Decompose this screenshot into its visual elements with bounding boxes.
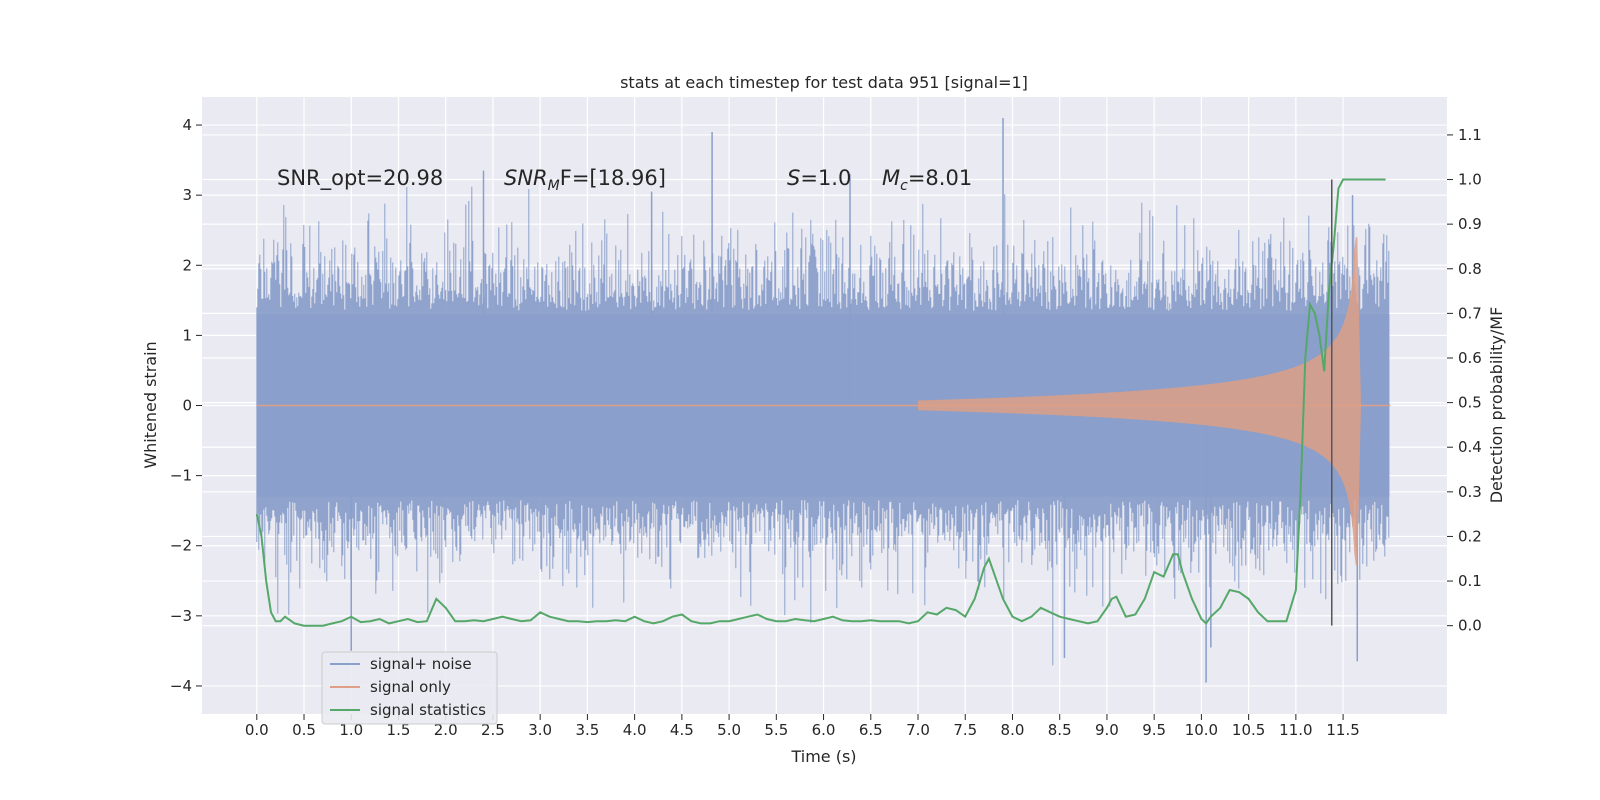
x-tick-label: 0.0 bbox=[245, 721, 269, 739]
legend-label-signal-noise: signal+ noise bbox=[370, 655, 472, 673]
y-right-tick-label: 0.1 bbox=[1458, 572, 1482, 590]
x-tick-label: 7.0 bbox=[906, 721, 930, 739]
x-tick-label: 11.5 bbox=[1326, 721, 1359, 739]
y-right-tick-label: 1.0 bbox=[1458, 171, 1482, 189]
signal-only-envelope bbox=[918, 237, 1361, 566]
annotation-s-val: =1.0 bbox=[800, 166, 851, 190]
x-tick-label: 4.0 bbox=[623, 721, 647, 739]
legend: signal+ noise signal only signal statist… bbox=[321, 651, 498, 725]
y-left-tick-label: 3 bbox=[182, 186, 192, 204]
y-axis-right-label: Detection probability/MF bbox=[1487, 307, 1506, 504]
x-tick-label: 5.0 bbox=[717, 721, 741, 739]
annotation-mc-var: M bbox=[882, 166, 900, 190]
series-signal-statistics bbox=[255, 178, 1386, 627]
y-right-tick-label: 0.4 bbox=[1458, 438, 1482, 456]
x-tick-label: 0.5 bbox=[292, 721, 316, 739]
x-tick-label: 2.0 bbox=[434, 721, 458, 739]
x-tick-label: 3.0 bbox=[528, 721, 552, 739]
x-tick-label: 9.5 bbox=[1142, 721, 1166, 739]
y-left-tick-label: −2 bbox=[170, 537, 192, 555]
annotation-snr-mf-main: SNR bbox=[504, 166, 548, 190]
y-right-tick-label: 0.5 bbox=[1458, 394, 1482, 412]
x-tick-label: 3.5 bbox=[575, 721, 599, 739]
y-left-tick-label: 1 bbox=[182, 326, 192, 344]
x-tick-label: 11.0 bbox=[1279, 721, 1312, 739]
annotation-snr-opt: SNR_opt=20.98 bbox=[277, 166, 443, 191]
annotation-snr-mf: SNRMF=[18.96] bbox=[504, 166, 666, 194]
axes: 0.0 0.5 1.0 1.5 2.0 2.5 3.0 3.5 4.0 4.5 5.0 5.5 6.0 6… bbox=[170, 116, 1482, 739]
y-right-tick-label: 0.8 bbox=[1458, 260, 1482, 278]
y-left-tick-label: 4 bbox=[182, 116, 192, 134]
x-tick-label: 10.5 bbox=[1232, 721, 1265, 739]
y-left-tick-label: 0 bbox=[182, 397, 192, 415]
y-right-tick-label: 0.7 bbox=[1458, 304, 1482, 322]
x-tick-label: 9.0 bbox=[1095, 721, 1119, 739]
x-tick-label: 2.5 bbox=[481, 721, 505, 739]
annotation-mc-val: =8.01 bbox=[908, 166, 972, 190]
x-tick-label: 6.0 bbox=[812, 721, 836, 739]
y-right-tick-label: 0.6 bbox=[1458, 349, 1482, 367]
y-left-tick-label: −1 bbox=[170, 467, 192, 485]
annotation-s-var: S bbox=[787, 166, 800, 190]
x-tick-label: 7.5 bbox=[953, 721, 977, 739]
annotation-snr-mf-rest: F=[18.96] bbox=[560, 166, 666, 190]
annotation-s: S=1.0 bbox=[787, 166, 851, 190]
y-left-tick-label: −3 bbox=[170, 607, 192, 625]
annotation-snr-mf-sub: M bbox=[548, 178, 560, 194]
annotation-mc-sub: c bbox=[900, 178, 908, 194]
chart-title: stats at each timestep for test data 951… bbox=[620, 73, 1028, 92]
x-axis-label: Time (s) bbox=[790, 747, 856, 766]
series-signal-only bbox=[256, 237, 1391, 566]
x-tick-label: 8.0 bbox=[1001, 721, 1025, 739]
x-tick-label: 8.5 bbox=[1048, 721, 1072, 739]
y-right-tick-label: 0.3 bbox=[1458, 483, 1482, 501]
x-tick-label: 1.0 bbox=[339, 721, 363, 739]
y-left-tick-label: 2 bbox=[182, 256, 192, 274]
y-right-tick-label: 0.0 bbox=[1458, 617, 1482, 635]
y-left-tick-label: −4 bbox=[170, 677, 192, 695]
signal-statistics-line bbox=[255, 178, 1386, 627]
x-tick-label: 1.5 bbox=[387, 721, 411, 739]
y-right-tick-label: 0.2 bbox=[1458, 527, 1482, 545]
legend-label-signal-statistics: signal statistics bbox=[370, 701, 486, 719]
legend-box bbox=[321, 651, 498, 725]
x-tick-label: 4.5 bbox=[670, 721, 694, 739]
y-axis-left-label: Whitened strain bbox=[141, 341, 160, 468]
legend-label-signal-only: signal only bbox=[370, 678, 451, 696]
y-right-tick-label: 0.9 bbox=[1458, 215, 1482, 233]
x-tick-label: 10.0 bbox=[1185, 721, 1218, 739]
annotation-mc: Mc=8.01 bbox=[882, 166, 972, 194]
y-right-tick-label: 1.1 bbox=[1458, 126, 1482, 144]
x-tick-label: 5.5 bbox=[764, 721, 788, 739]
x-tick-label: 6.5 bbox=[859, 721, 883, 739]
